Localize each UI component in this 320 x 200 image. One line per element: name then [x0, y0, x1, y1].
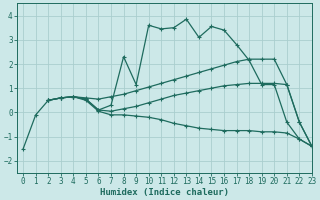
X-axis label: Humidex (Indice chaleur): Humidex (Indice chaleur) [100, 188, 229, 197]
